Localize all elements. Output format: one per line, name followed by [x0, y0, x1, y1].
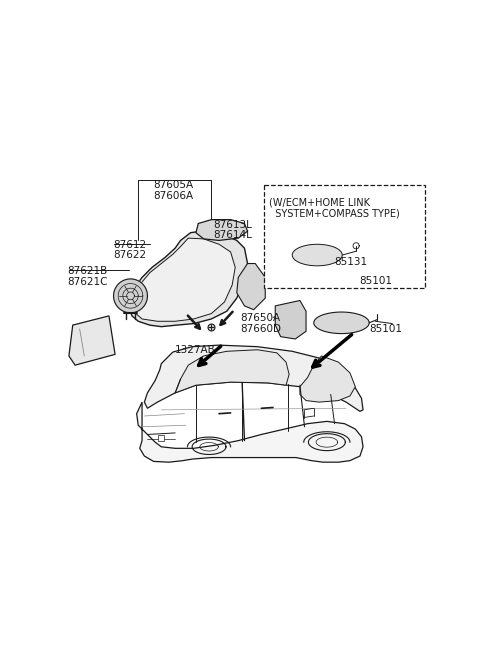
Polygon shape: [69, 316, 115, 365]
Text: 87614L: 87614L: [213, 230, 252, 240]
Polygon shape: [237, 264, 265, 310]
Text: 85101: 85101: [359, 276, 392, 286]
Text: 87613L: 87613L: [213, 220, 252, 230]
Text: 1327AB: 1327AB: [175, 345, 216, 355]
Polygon shape: [175, 350, 289, 393]
Polygon shape: [129, 230, 248, 327]
Polygon shape: [196, 220, 248, 240]
Text: 87660D: 87660D: [240, 323, 282, 334]
Text: 87621C: 87621C: [67, 277, 108, 287]
Text: 87612: 87612: [114, 239, 147, 250]
Text: 87605A: 87605A: [153, 180, 193, 190]
Polygon shape: [144, 345, 363, 411]
Text: SYSTEM+COMPASS TYPE): SYSTEM+COMPASS TYPE): [269, 208, 400, 218]
Text: 87650A: 87650A: [240, 313, 281, 323]
Polygon shape: [134, 238, 235, 321]
Polygon shape: [114, 279, 147, 313]
Text: (W/ECM+HOME LINK: (W/ECM+HOME LINK: [269, 197, 370, 207]
Bar: [264, 185, 425, 288]
Text: 85101: 85101: [369, 323, 402, 334]
Polygon shape: [275, 300, 306, 339]
Polygon shape: [300, 356, 355, 402]
Text: 87621B: 87621B: [67, 266, 108, 276]
Polygon shape: [137, 402, 363, 462]
Text: 85131: 85131: [335, 257, 368, 268]
Text: 87606A: 87606A: [153, 191, 193, 201]
Ellipse shape: [314, 312, 369, 334]
Text: 87622: 87622: [114, 251, 147, 260]
Ellipse shape: [292, 244, 342, 266]
